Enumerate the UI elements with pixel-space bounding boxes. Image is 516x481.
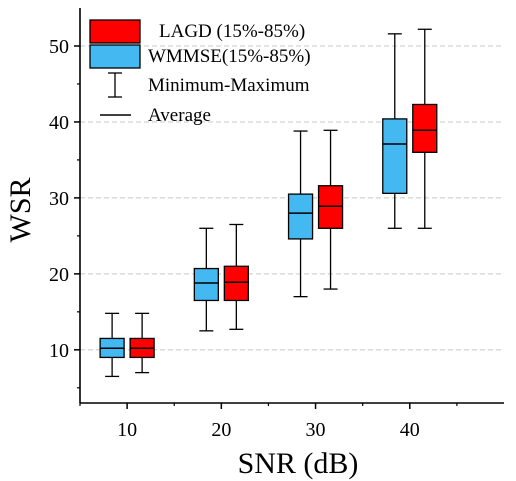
y-tick-label: 40 [49, 112, 69, 134]
y-tick-label: 20 [49, 264, 69, 286]
box [317, 185, 344, 229]
x-tick-label: 30 [306, 419, 326, 441]
y-tick-label: 10 [49, 340, 69, 362]
legend-box-swatch [89, 19, 141, 44]
legend-label: WMMSE(15%-85%) [148, 46, 311, 67]
legend-label: Average [148, 105, 211, 126]
box [412, 103, 438, 153]
x-tick-label: 10 [117, 419, 137, 441]
box-group [287, 130, 314, 298]
y-tick-label: 50 [49, 36, 69, 58]
box-group [99, 312, 125, 378]
box [223, 265, 249, 302]
box-group [382, 33, 408, 229]
box [287, 193, 314, 240]
legend-label: LAGD (15%-85%) [159, 21, 305, 42]
x-tick-label: 40 [400, 419, 420, 441]
y-tick-label: 30 [49, 188, 69, 210]
x-tick-label: 20 [211, 419, 231, 441]
box-group [223, 223, 249, 330]
box [382, 118, 408, 194]
x-axis-title: SNR (dB) [238, 447, 359, 480]
legend-label: Minimum-Maximum [148, 75, 310, 96]
box-plot-area [99, 28, 438, 378]
y-axis-title: WSR [4, 177, 37, 242]
box [193, 267, 219, 302]
legend-box-swatch [89, 44, 141, 69]
box-group [317, 129, 344, 290]
legend: LAGD (15%-85%) WMMSE(15%-85%) Minimum-Maxi… [89, 19, 311, 126]
box-group [193, 227, 219, 332]
box-group [412, 28, 438, 229]
axes: 10 20 30 40 50 10 20 30 40 [49, 8, 504, 441]
box-group [129, 312, 155, 374]
